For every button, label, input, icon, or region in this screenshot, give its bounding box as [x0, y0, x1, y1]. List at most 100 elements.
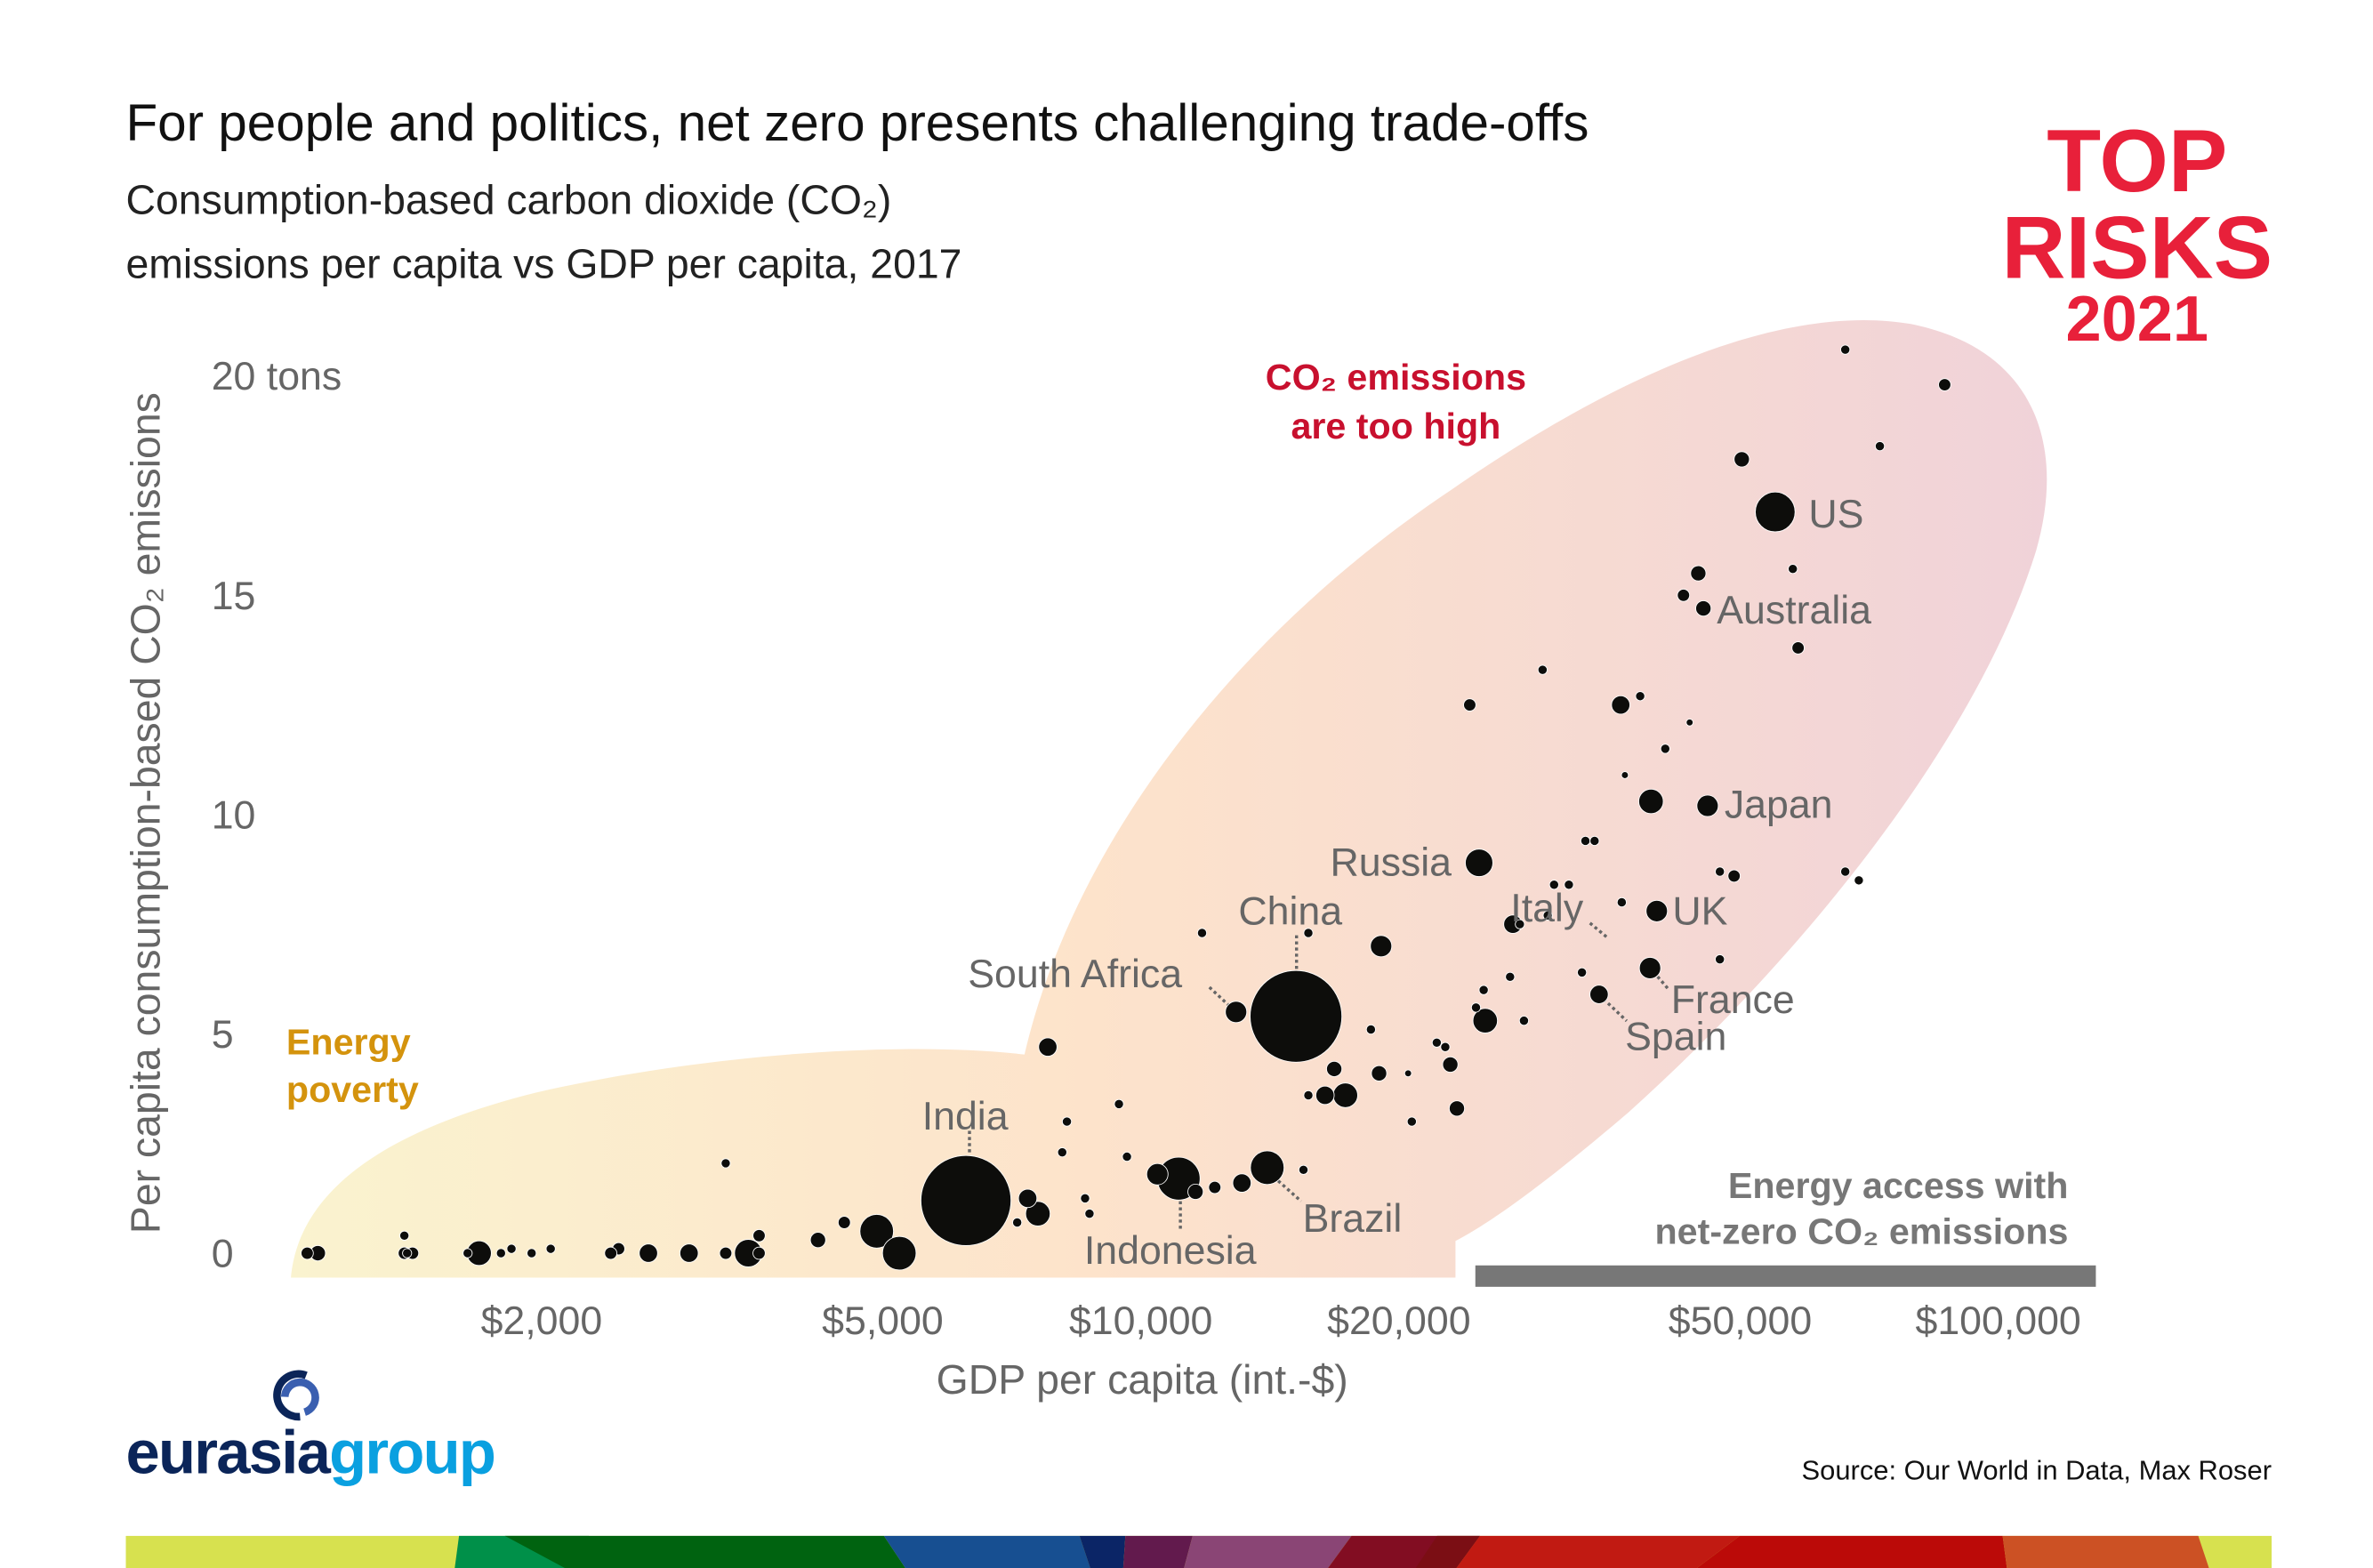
logo-eurasia: eurasia [125, 1418, 331, 1486]
country-label: Brazil [1303, 1197, 1403, 1241]
y-tick-label: 10 [212, 793, 256, 837]
data-point [1515, 919, 1525, 929]
data-point [1791, 641, 1805, 655]
data-point [1084, 1209, 1095, 1219]
data-point [1518, 1016, 1530, 1026]
country-label: US [1808, 493, 1863, 536]
x-tick-label: $100,000 [1916, 1299, 2081, 1343]
data-point [1122, 1151, 1132, 1162]
data-point [1080, 1193, 1090, 1203]
data-point [1057, 1147, 1067, 1158]
data-point [1232, 1173, 1252, 1193]
data-point [639, 1243, 658, 1263]
point-brazil [1250, 1150, 1285, 1186]
x-tick-label: $5,000 [822, 1299, 944, 1343]
point-uk [1645, 899, 1669, 922]
data-point [1463, 698, 1476, 712]
data-point [1564, 880, 1574, 890]
point-australia [1695, 600, 1712, 617]
annotation-energy-access: Energy access with net-zero CO₂ emission… [1655, 1165, 2069, 1252]
data-point [720, 1158, 731, 1169]
data-point [1690, 565, 1707, 582]
annotation-too-high-line-2: are too high [1291, 406, 1500, 446]
data-point [463, 1248, 473, 1258]
country-label: Italy [1510, 887, 1584, 930]
x-tick-label: $10,000 [1069, 1299, 1212, 1343]
subtitle-line-1: Consumption-based carbon dioxide (CO₂) [125, 177, 891, 223]
data-point [1442, 1056, 1459, 1073]
subtitle-line-2: emissions per capita vs GDP per capita, … [125, 241, 961, 287]
data-point [1548, 880, 1559, 890]
data-point [399, 1230, 410, 1241]
country-label: Russia [1331, 841, 1452, 885]
data-point [719, 1246, 733, 1260]
data-point [1478, 985, 1489, 995]
data-point [1542, 910, 1553, 921]
data-point [506, 1243, 517, 1254]
data-point [1146, 1162, 1169, 1186]
annotation-poverty-line-2: poverty [286, 1069, 419, 1110]
point-russia [1465, 848, 1493, 878]
data-point [1685, 718, 1694, 727]
country-label: Japan [1725, 783, 1833, 826]
leader-line [1589, 921, 1610, 940]
data-point [1371, 1065, 1388, 1082]
data-point [1660, 744, 1670, 754]
country-label: UK [1672, 890, 1727, 934]
data-point [1196, 928, 1208, 938]
x-tick-label: $50,000 [1669, 1299, 1812, 1343]
data-point [1315, 1085, 1335, 1106]
data-point [495, 1248, 506, 1258]
country-label: Spain [1625, 1015, 1726, 1058]
country-label: Indonesia [1084, 1229, 1257, 1273]
data-point [1406, 1116, 1417, 1127]
data-point [1365, 1024, 1376, 1035]
data-point [1440, 1041, 1451, 1052]
logo-circle-icon [273, 1370, 319, 1421]
data-point [1303, 1090, 1314, 1101]
y-axis-title: Per capita consumption-based CO₂ emissio… [122, 392, 168, 1234]
data-point [1938, 378, 1951, 391]
annotation-energy-poverty: Energy poverty [286, 1022, 419, 1110]
badge-year: 2021 [2066, 284, 2209, 355]
annotation-too-high: CO₂ emissions are too high [1266, 357, 1526, 446]
data-point [752, 1246, 766, 1260]
data-point [1431, 1037, 1442, 1048]
data-point [1470, 1002, 1482, 1013]
point-china [1250, 969, 1343, 1063]
data-point [1635, 691, 1645, 702]
data-point [1298, 1164, 1309, 1175]
page-title: For people and politics, net zero presen… [125, 94, 1589, 152]
data-point [604, 1246, 618, 1260]
data-point [527, 1248, 537, 1258]
logo-group: group [329, 1418, 495, 1486]
data-point [1727, 869, 1741, 883]
data-point [1012, 1217, 1023, 1228]
annotation-poverty-line-1: Energy [286, 1022, 411, 1063]
data-point [1114, 1098, 1124, 1109]
data-point [402, 1248, 413, 1258]
x-tick-label: $20,000 [1327, 1299, 1470, 1343]
point-india [920, 1154, 1012, 1246]
y-tick-label: 20 tons [212, 355, 342, 398]
data-point [1677, 588, 1691, 602]
x-axis-title: GDP per capita (int.-$) [937, 1356, 1348, 1403]
data-point [1505, 971, 1516, 982]
point-us [1755, 491, 1796, 533]
data-point [1638, 788, 1664, 815]
point-south-africa [1225, 1001, 1248, 1024]
country-label: China [1238, 890, 1342, 934]
source-note: Source: Our World in Data, Max Roser [1802, 1454, 2272, 1485]
data-point [837, 1216, 851, 1229]
data-point [1448, 1100, 1466, 1117]
annotation-access-line-2: net-zero CO₂ emissions [1655, 1211, 2069, 1252]
data-point [1025, 1201, 1051, 1226]
logo-text: eurasiagroup [125, 1418, 495, 1486]
country-label: France [1671, 978, 1795, 1022]
data-point [1840, 344, 1851, 355]
data-point [1874, 441, 1886, 452]
y-tick-label: 0 [212, 1232, 234, 1275]
y-tick-label: 15 [212, 575, 256, 618]
annotation-too-high-line-1: CO₂ emissions [1266, 357, 1526, 398]
